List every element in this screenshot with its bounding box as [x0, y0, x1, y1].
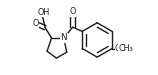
Text: O: O	[115, 44, 121, 53]
Text: OH: OH	[37, 8, 49, 17]
Text: CH₃: CH₃	[118, 44, 133, 53]
Text: O: O	[32, 19, 39, 28]
Text: O: O	[69, 8, 76, 16]
Text: N: N	[61, 34, 67, 43]
